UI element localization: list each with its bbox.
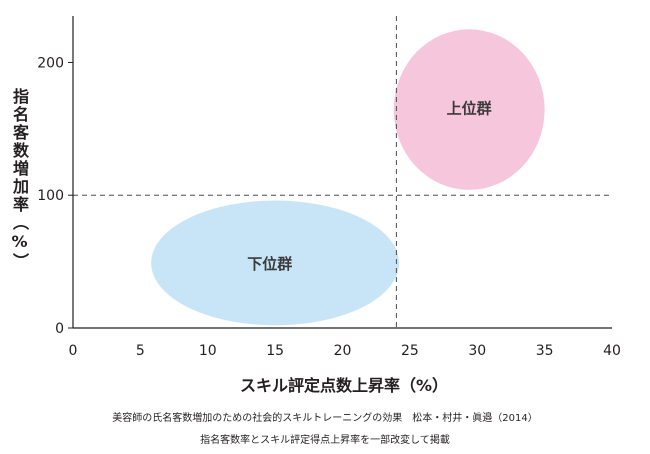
x-tick-label: 25 [401,343,419,359]
group-ellipse-1 [393,29,545,190]
x-tick-label: 10 [199,343,217,359]
group-label-1: 上位群 [447,100,492,118]
x-tick-label: 15 [266,343,284,359]
x-tick-label: 20 [334,343,352,359]
x-tick-label: 5 [136,343,145,359]
y-axis-title: 指名客数増加率（%） [10,88,29,271]
x-tick-label: 40 [603,343,621,359]
group-label-0: 下位群 [247,255,292,273]
x-tick-label: 0 [69,343,78,359]
y-tick-label: 200 [37,55,64,71]
x-axis-title: スキル評定点数上昇率（%） [240,376,449,395]
group-ellipse-0 [151,200,400,326]
x-tick-label: 35 [536,343,554,359]
source-caption-line2: 指名客数率とスキル評定得点上昇率を一部改変して掲載 [200,435,450,446]
y-tick-label: 100 [37,188,64,204]
x-tick-label: 30 [468,343,486,359]
source-caption-line1: 美容師の氏名客数増加のための社会的スキルトレーニングの効果 松本・村井・眞邉（2… [112,413,538,424]
y-tick-label: 0 [55,321,64,337]
